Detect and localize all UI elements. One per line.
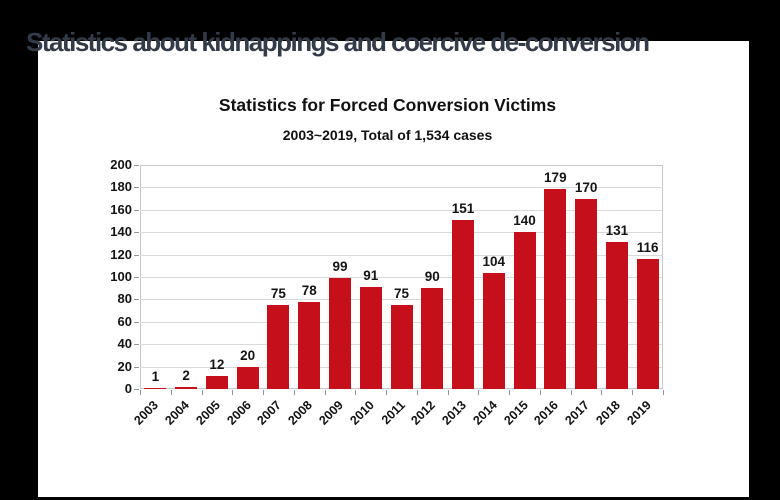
- slide-title: Statistics about kidnappings and coerciv…: [26, 27, 650, 57]
- chart-subtitle: 2003~2019, Total of 1,534 cases: [282, 127, 493, 143]
- plot-area: [140, 165, 663, 389]
- chart-title: Statistics for Forced Conversion Victims: [218, 95, 557, 115]
